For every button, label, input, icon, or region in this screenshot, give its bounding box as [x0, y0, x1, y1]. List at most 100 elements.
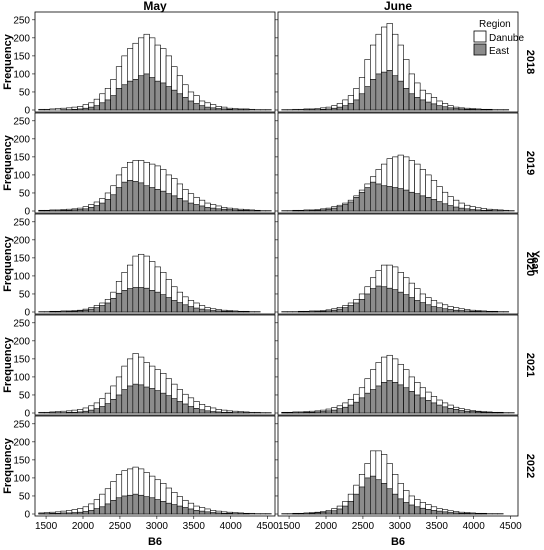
bar-east-june-2022 — [381, 483, 388, 515]
bar-east-may-2022 — [127, 494, 134, 515]
bar-east-may-2020 — [121, 290, 128, 313]
bar-east-may-2018 — [143, 73, 150, 111]
bar-east-june-2020 — [392, 289, 399, 313]
bar-east-june-2019 — [320, 209, 327, 212]
bar-east-may-2019 — [121, 181, 128, 212]
bar-east-may-2018 — [215, 108, 222, 111]
bar-east-may-2022 — [187, 508, 195, 515]
bar-east-june-2018 — [442, 106, 449, 111]
bar-east-june-2021 — [430, 402, 438, 414]
bar-east-june-2021 — [475, 411, 482, 414]
bar-east-june-2021 — [458, 410, 465, 414]
bar-east-june-2020 — [370, 288, 377, 313]
bar-danube-june-2018 — [298, 108, 305, 111]
y-tick-label: 100 — [13, 69, 30, 80]
bar-east-june-2022 — [464, 512, 471, 515]
bar-east-may-2019 — [66, 209, 73, 212]
bar-east-may-2020 — [143, 287, 150, 313]
bar-east-may-2022 — [171, 504, 178, 515]
bar-east-may-2022 — [55, 512, 62, 515]
y-tick-label: 150 — [13, 354, 30, 365]
bar-east-may-2021 — [115, 394, 123, 414]
bar-east-june-2020 — [436, 307, 443, 313]
bar-east-june-2021 — [453, 409, 460, 414]
bar-east-june-2020 — [447, 309, 454, 313]
bar-east-june-2020 — [469, 310, 476, 313]
bar-east-may-2022 — [110, 499, 117, 515]
bar-east-june-2021 — [408, 391, 415, 414]
bar-east-may-2018 — [176, 93, 183, 111]
bar-east-may-2018 — [77, 108, 84, 111]
bar-east-may-2020 — [210, 310, 217, 313]
bar-east-june-2021 — [303, 411, 310, 414]
bar-east-may-2021 — [66, 411, 73, 414]
bar-east-june-2018 — [408, 93, 415, 111]
bar-east-may-2019 — [88, 207, 95, 212]
bar-danube-june-2019 — [502, 209, 510, 212]
bar-east-may-2020 — [132, 287, 139, 313]
bar-east-may-2019 — [143, 185, 150, 212]
bar-east-may-2019 — [237, 209, 244, 212]
bar-east-june-2022 — [309, 512, 316, 515]
bar-danube-may-2018 — [248, 108, 255, 111]
bar-east-may-2018 — [82, 107, 89, 111]
bar-east-june-2018 — [464, 108, 471, 111]
bar-east-june-2018 — [353, 99, 360, 111]
bar-east-june-2021 — [309, 411, 316, 414]
bar-east-may-2021 — [221, 411, 228, 414]
bar-east-may-2018 — [71, 108, 78, 111]
panel-june-2021: 2021 — [275, 314, 536, 416]
x-tick-label: 2500 — [352, 521, 375, 532]
bar-east-may-2019 — [149, 187, 156, 212]
bar-east-may-2019 — [165, 193, 172, 212]
bar-east-june-2019 — [364, 187, 371, 212]
bar-east-june-2019 — [381, 185, 388, 212]
panel-june-2019: 2019 — [275, 112, 536, 214]
y-tick-label: 50 — [19, 289, 31, 300]
panels-layer: 0 50 100 150 200 250 Frequency 2018 0 50 100 150 200… — [2, 11, 536, 532]
row-facet-2018: 2018 — [524, 50, 536, 74]
x-tick-label: 2500 — [109, 521, 132, 532]
x-tick-label: 1500 — [278, 521, 301, 532]
y-tick-label: 200 — [13, 235, 30, 246]
y-axis-title: Frequency — [2, 336, 14, 393]
bar-east-may-2020 — [77, 310, 84, 313]
bar-east-june-2021 — [353, 401, 360, 414]
bar-east-june-2022 — [342, 505, 349, 515]
bar-east-june-2019 — [347, 201, 354, 212]
bar-east-may-2021 — [171, 398, 178, 414]
bar-east-june-2019 — [386, 186, 393, 212]
bar-east-may-2022 — [138, 494, 145, 515]
bar-east-may-2022 — [193, 510, 200, 515]
bar-east-june-2018 — [397, 80, 404, 111]
legend-label-danube: Danube — [489, 33, 524, 44]
bar-east-june-2018 — [403, 88, 410, 111]
bar-east-june-2018 — [381, 71, 388, 111]
bar-danube-may-2018 — [43, 108, 51, 111]
row-facet-2020: 2020 — [524, 252, 536, 276]
bar-east-may-2021 — [160, 392, 167, 414]
bar-east-may-2020 — [215, 310, 222, 313]
bar-east-june-2019 — [331, 207, 338, 212]
bar-east-may-2021 — [110, 398, 117, 414]
x-tick-label: 4000 — [463, 521, 486, 532]
bar-east-june-2021 — [486, 411, 493, 414]
bar-east-may-2022 — [88, 510, 95, 515]
bar-east-may-2019 — [226, 209, 233, 212]
bar-east-june-2018 — [453, 108, 460, 111]
bar-east-may-2020 — [104, 302, 111, 313]
bar-east-may-2020 — [93, 307, 100, 313]
bar-east-june-2018 — [331, 107, 338, 111]
bar-east-may-2018 — [160, 82, 167, 111]
y-tick-label: 150 — [13, 152, 30, 163]
bar-east-june-2022 — [336, 508, 343, 515]
bar-east-may-2018 — [149, 77, 156, 111]
bar-east-june-2018 — [364, 86, 371, 111]
y-axis-title: Frequency — [2, 437, 14, 494]
y-tick-label: 150 — [13, 455, 30, 466]
bar-east-may-2020 — [176, 302, 183, 313]
bar-east-may-2021 — [154, 390, 161, 414]
bar-east-june-2022 — [331, 510, 338, 515]
bar-east-june-2022 — [453, 512, 460, 515]
bar-east-june-2019 — [419, 195, 426, 212]
